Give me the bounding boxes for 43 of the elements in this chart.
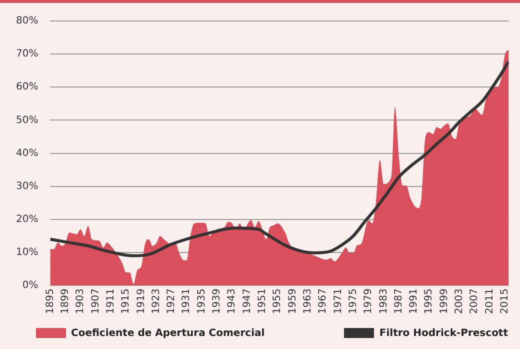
x-tick-label: 1947 — [242, 288, 253, 314]
y-tick-label: 0% — [22, 280, 38, 292]
x-tick-label: 1895 — [44, 288, 56, 314]
x-tick-label: 2015 — [500, 288, 511, 314]
x-tick-label: 1971 — [332, 288, 344, 314]
x-tick-label: 1987 — [393, 288, 404, 314]
y-tick-label: 60% — [16, 82, 38, 93]
x-tick-label: 1967 — [318, 288, 329, 314]
legend-label: Filtro Hodrick-Prescott — [379, 328, 508, 338]
y-tick-label: 80% — [16, 16, 38, 27]
y-tick-label: 10% — [16, 247, 38, 258]
x-tick-label: 1979 — [363, 288, 374, 314]
x-tick-label: 1959 — [287, 288, 298, 314]
y-tick-label: 20% — [16, 214, 38, 226]
x-tick-label: 1963 — [302, 288, 314, 314]
y-tick-label: 70% — [16, 48, 38, 60]
x-tick-label: 2007 — [469, 288, 480, 314]
y-tick-label: 50% — [16, 114, 38, 126]
x-tick-label: 1903 — [75, 288, 86, 314]
line-series — [50, 60, 509, 258]
x-tick-label: 1923 — [150, 288, 162, 314]
x-tick-label: 1931 — [181, 288, 192, 314]
x-tick-label: 1939 — [212, 288, 223, 314]
y-tick-label: 30% — [16, 180, 38, 192]
x-tick-label: 1927 — [166, 288, 178, 314]
x-tick-label: 1915 — [120, 288, 132, 314]
x-tick-label: 1983 — [378, 288, 390, 314]
x-tick-label: 1943 — [226, 288, 238, 314]
y-tick-label: 40% — [16, 148, 38, 159]
x-tick-label: 1919 — [136, 288, 147, 314]
x-tick-label: 1991 — [408, 288, 420, 314]
x-tick-label: 1995 — [424, 288, 435, 314]
x-tick-label: 1999 — [438, 288, 450, 314]
x-tick-label: 2003 — [454, 288, 466, 314]
x-tick-label: 1935 — [196, 288, 208, 314]
legend-label: Coeficiente de Apertura Comercial — [71, 328, 265, 338]
x-tick-label: 1975 — [348, 288, 359, 314]
x-tick-label: 2011 — [484, 288, 496, 314]
x-tick-label: 1911 — [105, 288, 116, 314]
x-tick-label: 1899 — [60, 288, 71, 314]
x-tick-label: 1951 — [257, 288, 268, 314]
x-tick-label: 1955 — [272, 288, 284, 314]
x-tick-label: 1907 — [90, 288, 102, 314]
